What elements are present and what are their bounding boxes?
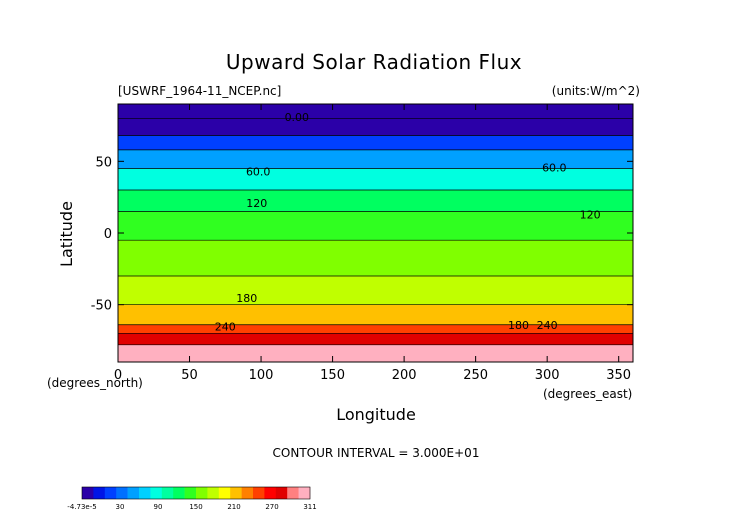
- heatmap-band: [118, 135, 633, 150]
- heatmap-band: [118, 149, 633, 169]
- heatmap-band: [118, 324, 633, 334]
- colorbar-swatch: [230, 487, 242, 499]
- heatmap-band: [118, 344, 633, 362]
- colorbar-frame: [81, 486, 311, 500]
- x-axis: 0 50 100 150 200 250 300 350: [114, 104, 631, 383]
- colorbar-tick-label: 30: [116, 503, 125, 511]
- heatmap-band: [118, 304, 633, 325]
- y-tick-label: 50: [95, 155, 112, 170]
- colorbar-tick-label: -4.73e-5: [67, 503, 96, 511]
- colorbar-tick-label: 270: [265, 503, 278, 511]
- x-tick-label: 100: [249, 368, 274, 383]
- colorbar-tick-label: 150: [189, 503, 202, 511]
- colorbar-swatch: [241, 487, 254, 499]
- contour-label: 60.0: [542, 161, 567, 174]
- colorbar-swatch: [275, 487, 288, 499]
- heatmap-band: [118, 168, 633, 190]
- colorbar-swatch: [207, 487, 220, 499]
- y-tick-label: -50: [91, 299, 112, 314]
- heatmap-band: [118, 118, 633, 136]
- x-tick-label: 50: [181, 368, 198, 383]
- colorbar-swatch: [196, 487, 208, 499]
- x-tick-label: 250: [463, 368, 488, 383]
- x-tick-label: 150: [320, 368, 345, 383]
- y-axis: 50 0 -50: [91, 155, 633, 314]
- heatmap-band: [118, 240, 633, 276]
- contour-label: 60.0: [246, 166, 271, 179]
- colorbar-swatch: [218, 487, 231, 499]
- colorbar-swatch: [104, 487, 117, 499]
- contour-label: 240: [215, 320, 236, 333]
- colorbar-swatch: [287, 487, 299, 499]
- heatmap-band: [118, 333, 633, 345]
- x-tick-label: 200: [392, 368, 417, 383]
- file-label: [USWRF_1964-11_NCEP.nc]: [118, 84, 281, 98]
- colorbar-swatch: [264, 487, 277, 499]
- contour-label: 0.00: [285, 111, 310, 124]
- contour-interval-text: CONTOUR INTERVAL = 3.000E+01: [273, 446, 480, 460]
- colorbar-tick-label: 90: [154, 503, 163, 511]
- colorbar-swatch: [127, 487, 140, 499]
- y-tick-label: 0: [104, 227, 112, 242]
- plot-area: 0.00 60.0 60.0 120 120 180 240 180 240: [118, 104, 633, 362]
- contour-label: 120: [246, 197, 267, 210]
- heatmap-band: [118, 190, 633, 212]
- x-tick-label: 300: [535, 368, 560, 383]
- contour-label: 240: [537, 319, 558, 332]
- heatmap-band: [118, 104, 633, 119]
- colorbar-swatch: [82, 487, 94, 499]
- colorbar-swatch: [298, 487, 311, 499]
- heatmap-band: [118, 276, 633, 305]
- y-axis-label: Latitude: [57, 201, 76, 267]
- colorbar-swatch: [184, 487, 197, 499]
- colorbar-tick-label: 311: [303, 503, 316, 511]
- x-tick-label: 350: [606, 368, 631, 383]
- heatmap-band: [118, 211, 633, 241]
- y-unit-label: (degrees_north): [47, 376, 143, 390]
- contour-label: 180: [236, 292, 257, 305]
- colorbar-swatch: [139, 487, 151, 499]
- x-tick-label: 0: [114, 368, 122, 383]
- units-label: (units:W/m^2): [552, 84, 640, 98]
- colorbar-swatch: [161, 487, 174, 499]
- colorbar-tick-label: 210: [227, 503, 240, 511]
- colorbar-swatch: [116, 487, 128, 499]
- x-axis-label: Longitude: [336, 405, 416, 424]
- x-unit-label: (degrees_east): [543, 387, 632, 401]
- chart-title: Upward Solar Radiation Flux: [226, 50, 522, 74]
- colorbar-swatch: [150, 487, 163, 499]
- contour-label: 120: [580, 209, 601, 222]
- colorbar-swatch: [93, 487, 106, 499]
- colorbar: -4.73e-5 30 90 150 210 270 311: [67, 486, 317, 511]
- colorbar-swatch: [173, 487, 185, 499]
- contour-label: 180: [508, 319, 529, 332]
- colorbar-swatch: [253, 487, 265, 499]
